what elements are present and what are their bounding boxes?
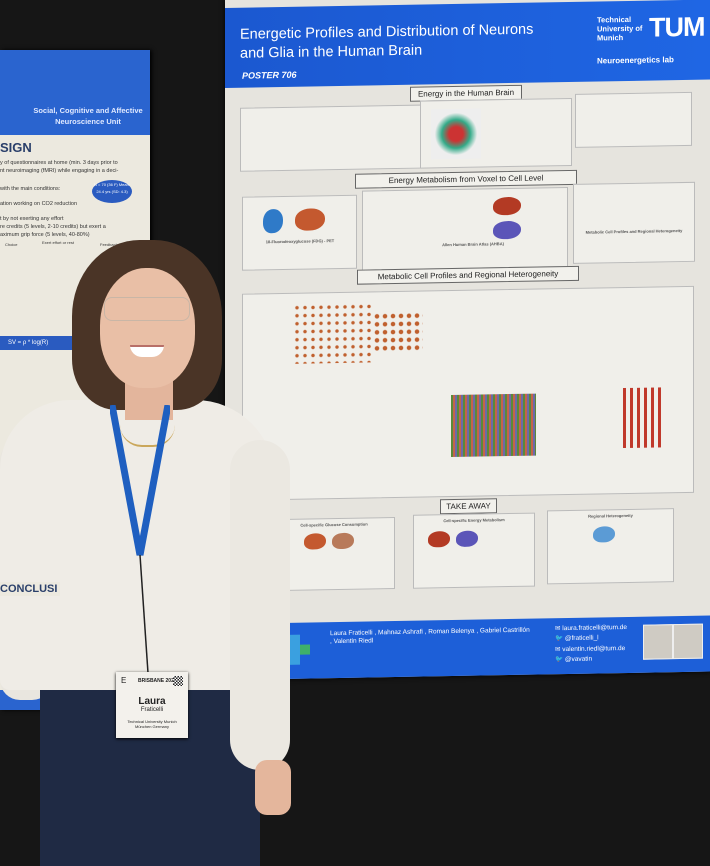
necklace [120, 425, 175, 447]
text-line: re credits (5 levels, 2-10 credits) but … [0, 224, 106, 230]
name-badge: E BRISBANE 2023 Laura Fraticelli Technic… [116, 672, 188, 738]
references-box [575, 91, 692, 148]
results-panel [242, 285, 694, 501]
brain-image [493, 220, 521, 240]
takeaway-card: Cell-specific Energy Metabolism [413, 512, 535, 589]
badge-first-name: Laura [138, 696, 166, 707]
brain-image [304, 533, 326, 550]
contact-twitter: 🐦 @vavatin [555, 655, 593, 664]
takeaway-card: Cell-specific Glucose Consumption [273, 517, 395, 592]
conclusion-heading: CONCLUSI [0, 582, 61, 596]
dot-plot [293, 302, 373, 364]
main-poster: Energetic Profiles and Distribution of N… [225, 0, 710, 680]
figure-panel [240, 104, 422, 172]
badge-letter: E [121, 676, 127, 685]
section-title: TAKE AWAY [440, 498, 497, 515]
sample-badge: N = 70 (36 F) Mean: 24.4 yrs (SD: 4.3) [92, 180, 132, 203]
text-line: with the main conditions: [0, 186, 61, 192]
badge-org: Technical University Munich [127, 719, 177, 724]
badge-event: BRISBANE 2023 [138, 678, 177, 684]
author-photo [643, 624, 673, 660]
column-label: Feedback [100, 242, 118, 247]
column-label: Exert effort or rest [42, 240, 74, 245]
panel-title: 18-Fluorodeoxyglucose (FDG) - PET [265, 238, 335, 245]
twitter-icon: 🐦 [555, 656, 565, 664]
regional-panel: Metabolic Cell Profiles and Regional Het… [573, 181, 695, 264]
left-poster-section: SIGN [0, 140, 32, 155]
poster-header: Energetic Profiles and Distribution of N… [225, 0, 710, 88]
section-title: Metabolic Cell Profiles and Regional Het… [357, 265, 579, 285]
twitter-icon: 🐦 [555, 635, 565, 643]
brain-image [593, 526, 615, 543]
brain-image [295, 208, 325, 231]
right-arm [230, 440, 290, 770]
contact-email: ✉ valentin.riedl@tum.de [555, 645, 626, 654]
left-poster-unit: Social, Cognitive and Affective Neurosci… [33, 106, 143, 126]
brain-image [428, 531, 450, 548]
qr-code-icon [173, 676, 183, 686]
poster-number: POSTER 706 [242, 69, 297, 81]
brain-image [332, 532, 354, 550]
author-list: Laura Fraticelli , Mahnaz Ashrafi , Roma… [330, 626, 530, 646]
smile [130, 345, 164, 357]
text-line: t by not exerting any effort [0, 216, 64, 222]
hand [255, 760, 291, 815]
lab-name: Neuroenergetics lab [597, 55, 674, 66]
takeaway-card: Regional Heterogeneity [547, 508, 674, 585]
tum-logo: TUM [649, 11, 705, 43]
takeaway-title: Regional Heterogeneity [588, 512, 633, 519]
brain-image [493, 196, 521, 216]
author-photo [673, 623, 703, 660]
takeaway-title: Cell-specific Energy Metabolism [443, 517, 505, 524]
contact-twitter: 🐦 @fraticelli_l [555, 634, 599, 643]
poster-title: Energetic Profiles and Distribution of N… [240, 21, 534, 62]
ahba-panel: Allen Human Brain Atlas (AHBA) [362, 187, 568, 271]
text-line: aximum grip force (5 levels, 40-80%) [0, 232, 90, 238]
contact-email: ✉ laura.fraticelli@tum.de [555, 623, 628, 633]
dot-plot [373, 311, 423, 353]
fdg-panel: 18-Fluorodeoxyglucose (FDG) - PET [242, 194, 357, 271]
face [100, 268, 195, 388]
neuron-image [431, 108, 481, 160]
badge-last-name: Fraticelli [140, 707, 164, 713]
left-poster-header [0, 50, 150, 135]
badge-city: München Germany [134, 724, 169, 729]
glasses [104, 297, 190, 321]
lanyard [110, 405, 170, 674]
bar-chart [623, 387, 663, 449]
section-title: Energy Metabolism from Voxel to Cell Lev… [355, 169, 577, 189]
panel-title: Allen Human Brain Atlas (AHBA) [442, 241, 504, 248]
column-label: Choice [5, 242, 18, 247]
brain-image [456, 530, 478, 547]
takeaway-title: Cell-specific Glucose Consumption [300, 521, 368, 528]
institution-name: Technical University of Munich [597, 14, 643, 43]
text-line: ation working on CO2 reduction [0, 201, 78, 207]
neuron-figure [420, 97, 572, 169]
text-line: nt neuroimaging (fMRI) while engaging in… [0, 168, 119, 174]
text-line: y of questionnaires at home (min. 3 days… [0, 160, 118, 166]
heatmap-image [451, 393, 536, 458]
brain-image [263, 208, 283, 234]
poster-footer: Laura Fraticelli , Mahnaz Ashrafi , Roma… [225, 615, 710, 680]
panel-title: Metabolic Cell Profiles and Regional Het… [585, 228, 683, 235]
